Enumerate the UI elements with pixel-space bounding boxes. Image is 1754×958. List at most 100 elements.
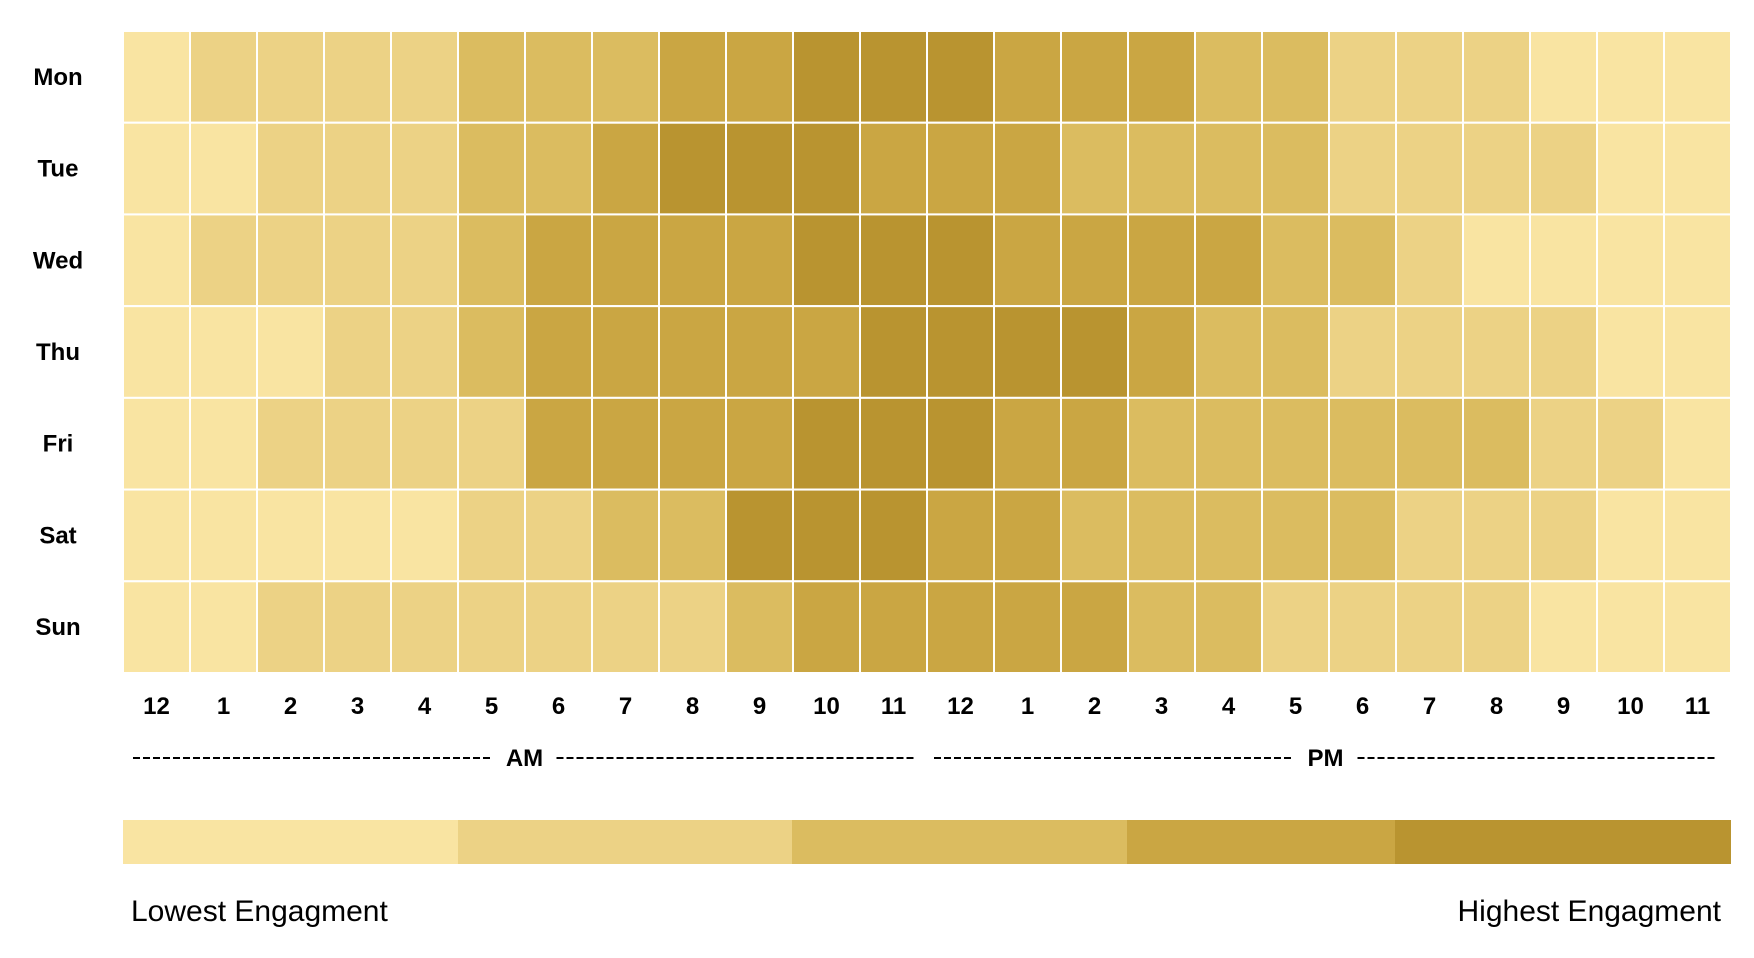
- heatmap-cell-tue-18: [1328, 121, 1397, 216]
- heatmap-cell-tue-6: [524, 121, 593, 216]
- heatmap-cell-wed-7: [591, 213, 660, 308]
- heatmap-cell-mon-5: [457, 30, 526, 124]
- hour-label-9: 9: [753, 693, 766, 720]
- heatmap-cell-mon-12: [926, 30, 995, 124]
- heatmap-cell-mon-22: [1596, 30, 1665, 124]
- legend-swatch-1: [123, 820, 458, 864]
- heatmap-cell-wed-0: [122, 213, 191, 308]
- heatmap-cell-thu-23: [1663, 305, 1732, 399]
- legend-swatch-5: [1395, 820, 1731, 864]
- heatmap-cell-mon-19: [1395, 30, 1464, 124]
- heatmap-cell-sat-2: [256, 488, 325, 583]
- heatmap-cell-sun-5: [457, 580, 526, 674]
- heatmap-cell-mon-2: [256, 30, 325, 124]
- heatmap-cell-fri-8: [658, 396, 727, 491]
- heatmap-cell-wed-8: [658, 213, 727, 308]
- heatmap-cell-mon-3: [323, 30, 392, 124]
- heatmap-cell-fri-0: [122, 396, 191, 491]
- heatmap-cell-thu-0: [122, 305, 191, 399]
- heatmap-cell-fri-11: [859, 396, 928, 491]
- heatmap-cell-fri-5: [457, 396, 526, 491]
- heatmap-cell-thu-16: [1194, 305, 1263, 399]
- hour-axis: 12 1 2 3 4 5 6 7 8 9 10 11 12 1 2 3 4 5 6 7 8 9 10 11: [143, 693, 1710, 720]
- heatmap-cell-sun-8: [658, 580, 727, 674]
- heatmap-cell-mon-0: [122, 30, 191, 124]
- hour-label-17: 5: [1289, 693, 1302, 720]
- hour-label-19: 7: [1423, 693, 1436, 720]
- heatmap-cell-wed-23: [1663, 213, 1732, 308]
- heatmap-cell-thu-7: [591, 305, 660, 399]
- heatmap-cell-sun-18: [1328, 580, 1397, 674]
- heatmap-cell-fri-18: [1328, 396, 1397, 491]
- heatmap-cell-thu-9: [725, 305, 794, 399]
- heatmap-cell-fri-23: [1663, 396, 1732, 491]
- heatmap-cell-tue-10: [792, 121, 861, 216]
- heatmap-cell-thu-11: [859, 305, 928, 399]
- hour-label-16: 4: [1222, 693, 1236, 720]
- heatmap-cell-sat-3: [323, 488, 392, 583]
- heatmap-cell-fri-20: [1462, 396, 1531, 491]
- heatmap-cell-sun-13: [993, 580, 1062, 674]
- heatmap-cell-fri-2: [256, 396, 325, 491]
- heatmap-cell-mon-20: [1462, 30, 1531, 124]
- heatmap-cell-wed-19: [1395, 213, 1464, 308]
- day-label-wed: Wed: [33, 247, 83, 274]
- heatmap-cell-thu-6: [524, 305, 593, 399]
- heatmap-cell-wed-18: [1328, 213, 1397, 308]
- heatmap-cell-sat-8: [658, 488, 727, 583]
- hour-label-0: 12: [143, 693, 170, 720]
- heatmap-cell-sun-7: [591, 580, 660, 674]
- heatmap-cell-wed-21: [1529, 213, 1598, 308]
- heatmap-cell-sun-4: [390, 580, 459, 674]
- heatmap-cell-thu-17: [1261, 305, 1330, 399]
- heatmap-cell-tue-19: [1395, 121, 1464, 216]
- heatmap-cell-sun-23: [1663, 580, 1732, 674]
- heatmap-cell-sun-1: [189, 580, 258, 674]
- heatmap-cell-fri-4: [390, 396, 459, 491]
- heatmap-cell-sat-13: [993, 488, 1062, 583]
- heatmap-cell-tue-4: [390, 121, 459, 216]
- heatmap-cell-sun-22: [1596, 580, 1665, 674]
- heatmap-cell-mon-18: [1328, 30, 1397, 124]
- heatmap-cell-tue-7: [591, 121, 660, 216]
- heatmap-cell-mon-7: [591, 30, 660, 124]
- hour-label-22: 10: [1617, 693, 1644, 720]
- heatmap-cell-thu-12: [926, 305, 995, 399]
- heatmap-cell-mon-13: [993, 30, 1062, 124]
- heatmap-cell-mon-1: [189, 30, 258, 124]
- heatmap-cell-sat-21: [1529, 488, 1598, 583]
- heatmap-cell-mon-23: [1663, 30, 1732, 124]
- day-axis: Mon Tue Wed Thu Fri Sat Sun: [33, 64, 83, 641]
- heatmap-cell-sat-19: [1395, 488, 1464, 583]
- hour-label-1: 1: [217, 693, 230, 720]
- heatmap-cell-thu-8: [658, 305, 727, 399]
- heatmap-cell-mon-11: [859, 30, 928, 124]
- heatmap-cell-tue-1: [189, 121, 258, 216]
- hour-label-18: 6: [1356, 693, 1369, 720]
- heatmap-cell-wed-10: [792, 213, 861, 308]
- heatmap-cell-sun-14: [1060, 580, 1129, 674]
- heatmap-cell-tue-23: [1663, 121, 1732, 216]
- hour-label-14: 2: [1088, 693, 1101, 720]
- heatmap-cell-tue-13: [993, 121, 1062, 216]
- heatmap-cell-sun-11: [859, 580, 928, 674]
- hour-label-13: 1: [1021, 693, 1034, 720]
- heatmap-cell-sat-12: [926, 488, 995, 583]
- heatmap-cell-sat-23: [1663, 488, 1732, 583]
- heatmap-cell-sun-12: [926, 580, 995, 674]
- heatmap-cell-sat-15: [1127, 488, 1196, 583]
- heatmap-cell-tue-17: [1261, 121, 1330, 216]
- heatmap-cell-mon-14: [1060, 30, 1129, 124]
- heatmap-cell-thu-14: [1060, 305, 1129, 399]
- heatmap-cell-wed-13: [993, 213, 1062, 308]
- heatmap-cell-sun-20: [1462, 580, 1531, 674]
- heatmap-cell-fri-16: [1194, 396, 1263, 491]
- heatmap-grid: [122, 30, 1732, 674]
- day-label-sat: Sat: [39, 522, 76, 549]
- heatmap-cell-sat-20: [1462, 488, 1531, 583]
- heatmap-cell-tue-12: [926, 121, 995, 216]
- heatmap-cell-thu-18: [1328, 305, 1397, 399]
- heatmap-cell-sun-9: [725, 580, 794, 674]
- heatmap-cell-wed-5: [457, 213, 526, 308]
